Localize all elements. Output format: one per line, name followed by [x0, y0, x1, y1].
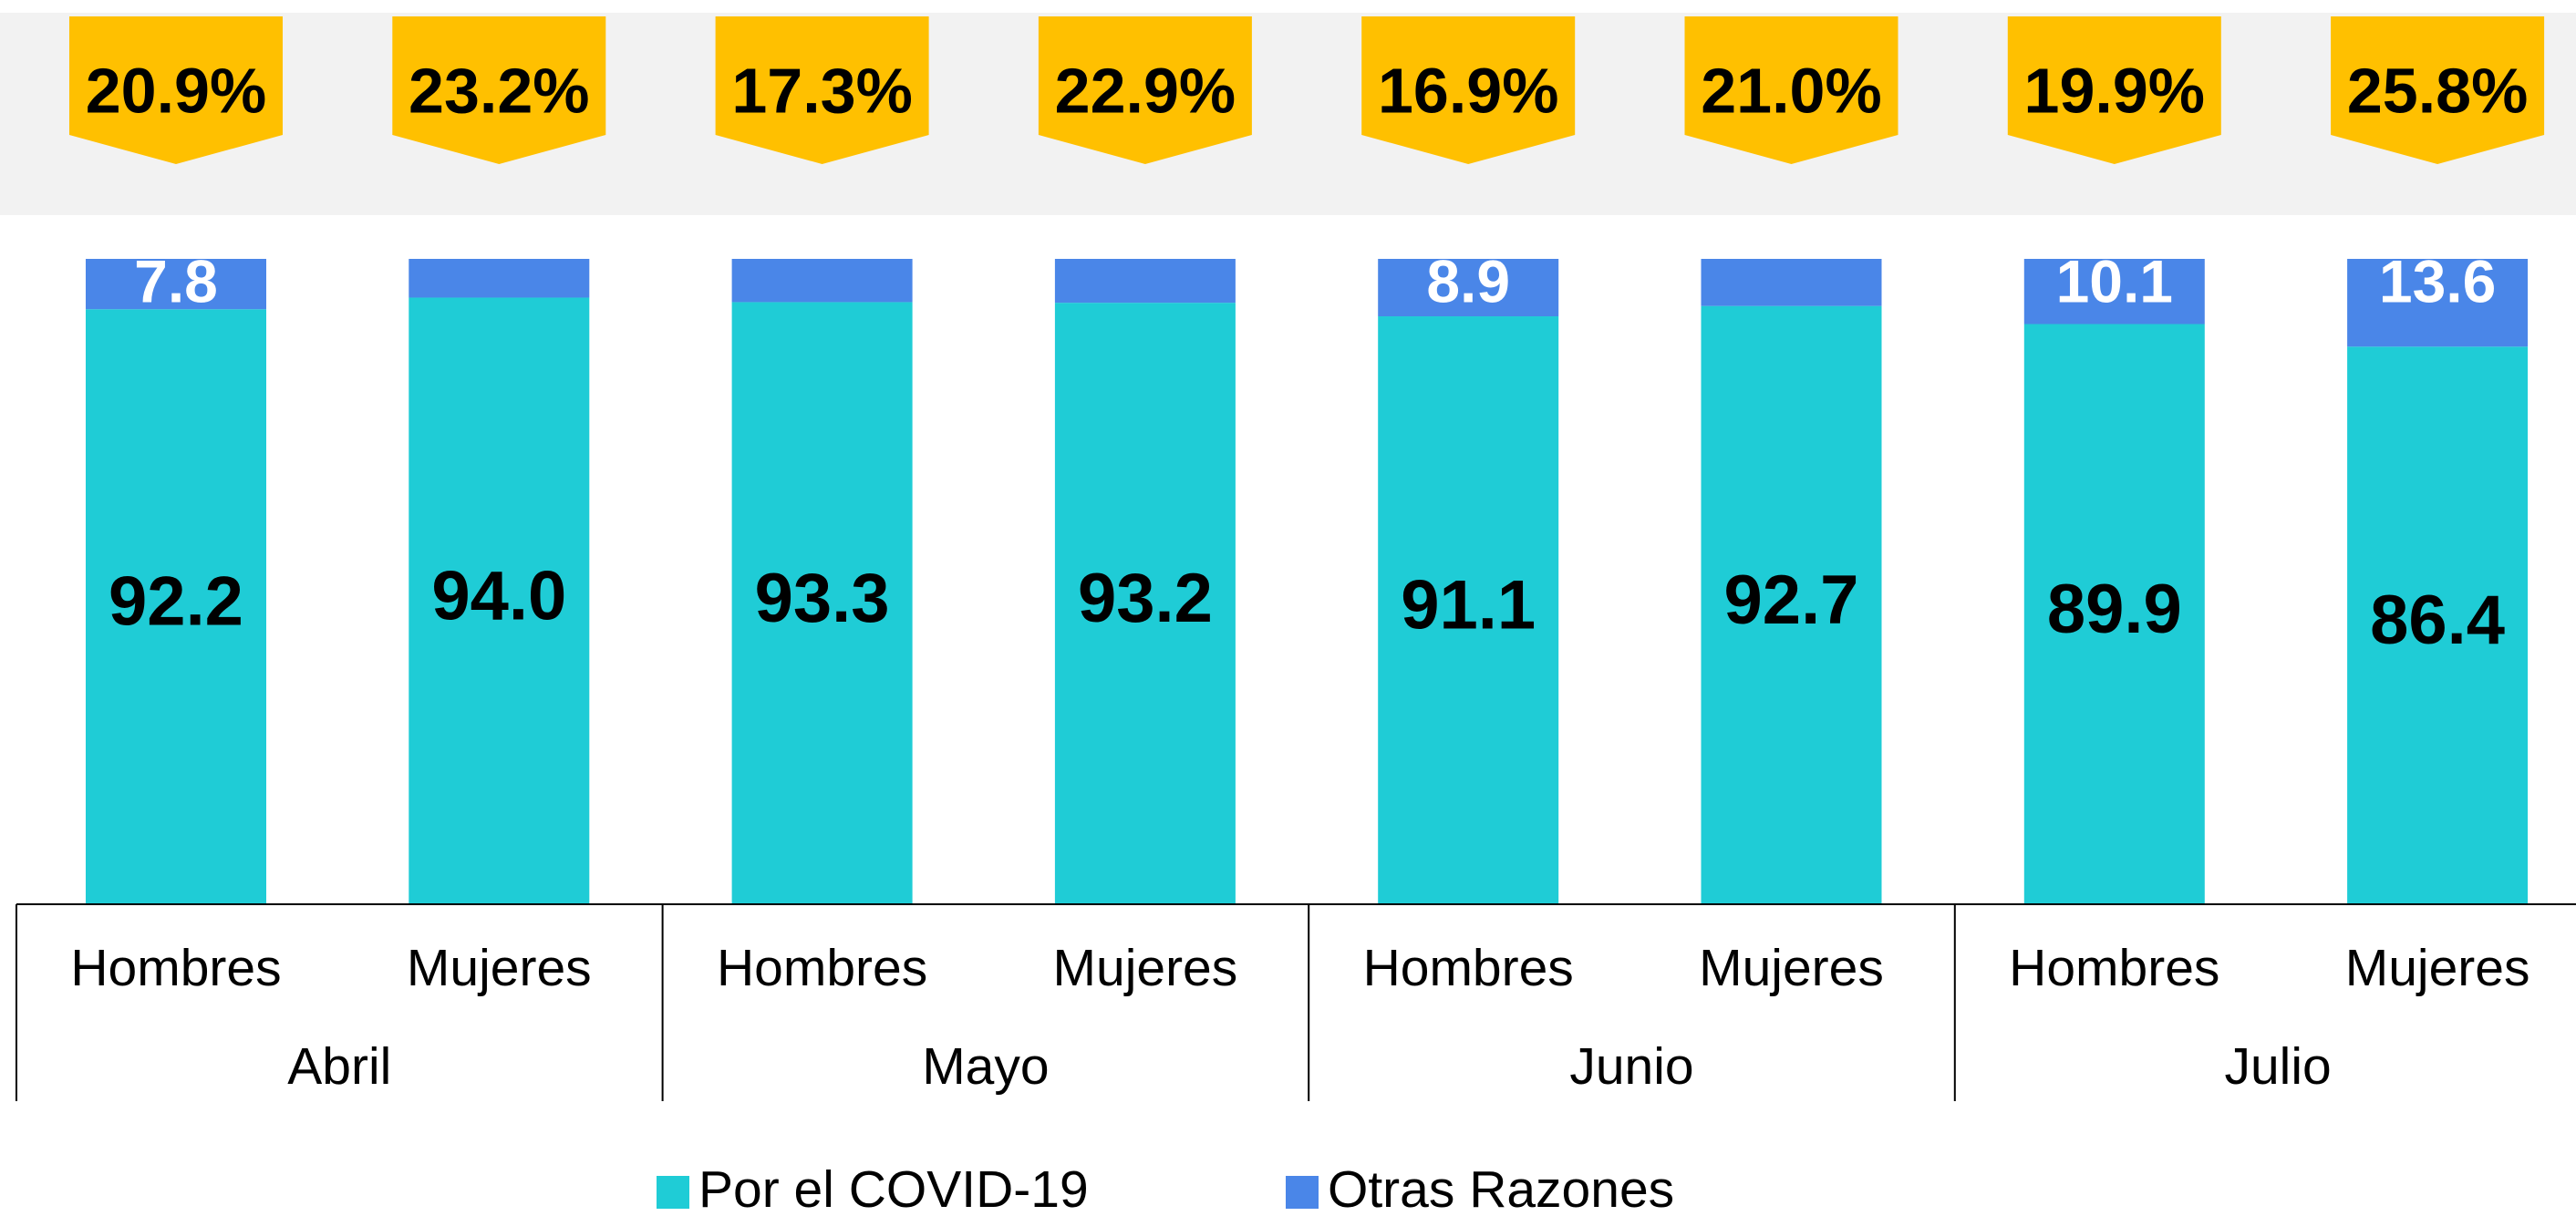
bar-segment	[1701, 259, 1882, 306]
legend-label: Por el COVID-19	[698, 1160, 1089, 1216]
banner-label: 17.3%	[731, 55, 912, 126]
bar-segment	[409, 259, 590, 298]
banner	[715, 16, 929, 164]
bar-segment	[1054, 303, 1236, 904]
data-label: 92.7	[1724, 562, 1859, 639]
bar-segment	[1054, 259, 1236, 304]
data-label: 10.1	[2056, 247, 2173, 314]
bar-segment	[2347, 346, 2529, 905]
banner-label: 16.9%	[1378, 55, 1558, 126]
data-label: 91.1	[1401, 567, 1536, 644]
bar-segment	[2023, 324, 2205, 904]
bar-segment	[2023, 259, 2205, 325]
group-label: Mayo	[922, 1037, 1049, 1096]
legend-label: Otras Razones	[1328, 1160, 1674, 1216]
bar-segment	[731, 302, 913, 904]
x-tick-label: Hombres	[717, 939, 927, 997]
x-tick-label: Hombres	[2009, 939, 2219, 997]
bar-segment	[86, 309, 266, 904]
banner	[69, 16, 283, 164]
banner-label: 25.8%	[2347, 55, 2528, 126]
data-label: 86.4	[2370, 582, 2505, 659]
data-label: 89.9	[2047, 571, 2182, 648]
bar-segment	[409, 297, 590, 905]
group-label: Abril	[287, 1037, 391, 1096]
data-label: 13.6	[2379, 247, 2496, 314]
data-label: 7.8	[134, 247, 218, 314]
group-label: Julio	[2224, 1037, 2331, 1096]
legend-swatch	[1286, 1176, 1319, 1209]
data-label: 93.3	[755, 560, 890, 637]
banner	[2007, 16, 2221, 164]
data-label: 94.0	[431, 557, 566, 634]
bar-segment	[731, 259, 913, 303]
bar-segment	[1701, 305, 1882, 905]
banner-label: 22.9%	[1055, 55, 1236, 126]
x-tick-label: Mujeres	[1053, 939, 1238, 997]
bar-segment	[2347, 259, 2529, 347]
x-tick-label: Mujeres	[1699, 939, 1884, 997]
banner	[2331, 16, 2545, 164]
x-tick-label: Hombres	[70, 939, 281, 997]
bar-segment	[86, 259, 266, 310]
banner-label: 19.9%	[2024, 55, 2205, 126]
x-tick-label: Mujeres	[407, 939, 592, 997]
data-label: 8.9	[1426, 247, 1510, 314]
banner	[1361, 16, 1576, 164]
banner	[1038, 16, 1252, 164]
banner-label: 23.2%	[409, 55, 589, 126]
x-tick-label: Mujeres	[2345, 939, 2530, 997]
banner-label: 21.0%	[1701, 55, 1881, 126]
banner	[392, 16, 606, 164]
bar-segment	[1378, 259, 1559, 317]
banner	[1684, 16, 1898, 164]
legend-swatch	[657, 1176, 689, 1209]
group-label: Junio	[1569, 1037, 1693, 1096]
x-tick-label: Hombres	[1363, 939, 1574, 997]
data-label: 92.2	[109, 563, 243, 641]
bar-segment	[1378, 316, 1559, 905]
banner-label: 20.9%	[86, 55, 266, 126]
data-label: 93.2	[1078, 560, 1213, 637]
